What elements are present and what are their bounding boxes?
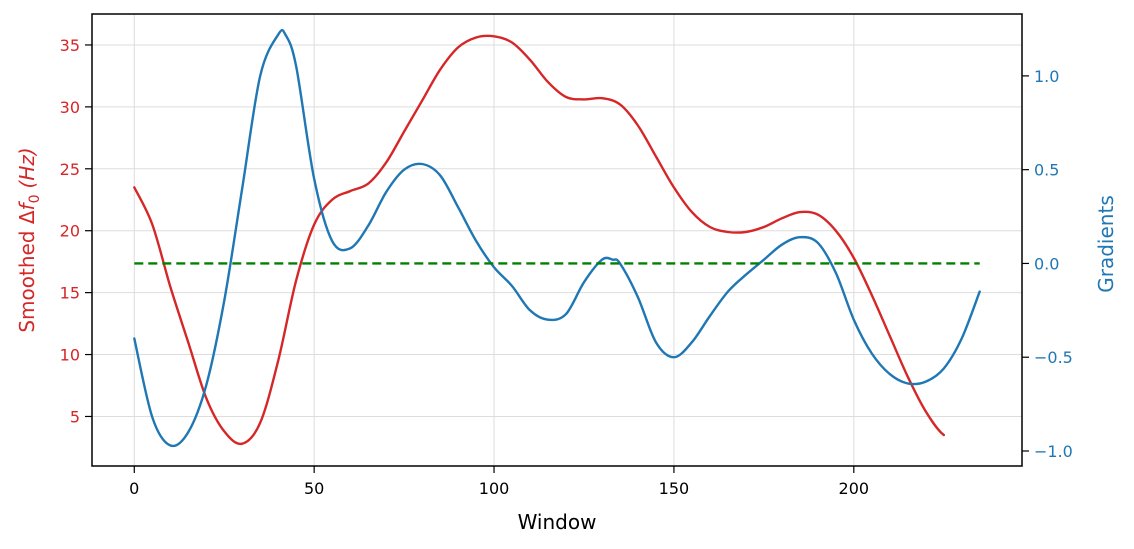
left-axis-label-sub: 0	[27, 194, 43, 203]
left-axis-label-var: f	[15, 200, 39, 210]
left-axis-label-prefix: Smoothed	[15, 224, 39, 333]
left-axis-label-unit: (Hz)	[15, 147, 39, 188]
x-tick-label: 100	[479, 479, 510, 498]
right-tick-label: −1.0	[1034, 442, 1073, 461]
x-axis-ticks: 0 50 100 150 200	[129, 466, 869, 498]
x-tick-label: 0	[129, 479, 139, 498]
left-tick-label: 20	[60, 222, 80, 241]
right-tick-label: 0.5	[1034, 161, 1059, 180]
gradients-line	[133, 28, 981, 448]
smoothed-df0-line	[133, 34, 945, 446]
left-axis-label-delta: Δ	[15, 210, 39, 224]
left-tick-label: 35	[60, 36, 80, 55]
right-tick-label: 0.0	[1034, 254, 1059, 273]
series-layer	[133, 28, 981, 448]
x-tick-label: 150	[659, 479, 690, 498]
right-axis-label: Gradients	[1094, 195, 1118, 292]
right-tick-label: −0.5	[1034, 348, 1073, 367]
left-tick-label: 10	[60, 346, 80, 365]
grid	[92, 14, 1022, 466]
x-tick-label: 200	[839, 479, 870, 498]
left-tick-label: 5	[70, 407, 80, 426]
left-axis-ticks: 5 10 15 20 25 30 35	[60, 36, 92, 426]
right-axis-ticks: −1.0 −0.5 0.0 0.5 1.0	[1022, 67, 1073, 461]
left-tick-label: 30	[60, 98, 80, 117]
right-tick-label: 1.0	[1034, 67, 1059, 86]
x-axis-label: Window	[518, 510, 597, 534]
x-tick-label: 50	[304, 479, 324, 498]
left-axis-label: Smoothed Δf0 (Hz)	[15, 147, 43, 332]
left-tick-label: 25	[60, 160, 80, 179]
left-tick-label: 15	[60, 284, 80, 303]
plot-frame	[91, 13, 1023, 467]
